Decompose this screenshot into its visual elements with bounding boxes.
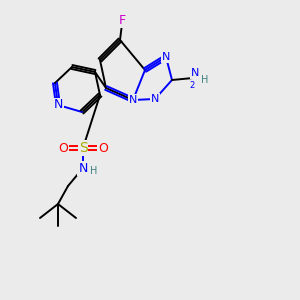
Text: N: N xyxy=(53,98,63,112)
Text: S: S xyxy=(79,141,87,155)
Text: N: N xyxy=(151,94,159,104)
Text: N: N xyxy=(129,95,137,105)
Text: O: O xyxy=(98,142,108,154)
Text: H: H xyxy=(90,166,98,176)
Text: O: O xyxy=(58,142,68,154)
Text: N: N xyxy=(191,68,199,78)
Text: H: H xyxy=(201,75,209,85)
Text: F: F xyxy=(118,14,126,26)
Text: N: N xyxy=(78,161,88,175)
Text: N: N xyxy=(162,52,170,62)
Text: 2: 2 xyxy=(189,80,195,89)
